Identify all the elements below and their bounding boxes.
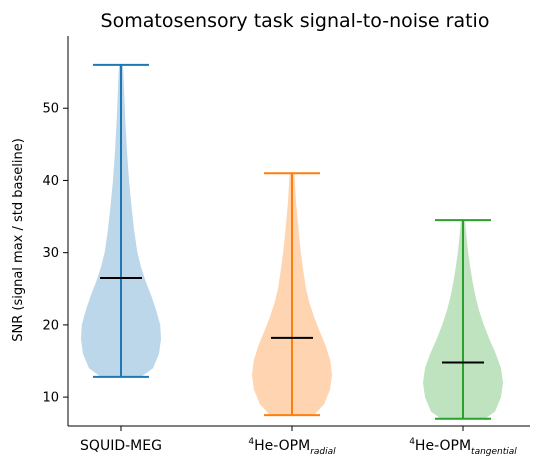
- x-tick-label-sup: 4: [248, 437, 254, 447]
- violins-layer: [81, 63, 503, 420]
- x-tick-label-base: He-OPM: [415, 438, 471, 454]
- x-tick-label: 4He-OPMradial: [248, 437, 336, 457]
- y-axis-label: SNR (signal max / std baseline): [11, 138, 26, 342]
- chart-title: Somatosensory task signal-to-noise ratio: [101, 10, 490, 32]
- axes: [67, 36, 530, 427]
- x-tick-label-base: SQUID-MEG: [80, 438, 162, 454]
- y-ticks: 10 20 30 40 50: [42, 102, 68, 406]
- x-tick-label: SQUID-MEG: [80, 438, 162, 454]
- y-tick-label: 30: [42, 246, 59, 261]
- x-tick-label-sup: 4: [409, 437, 415, 447]
- y-tick-label: 40: [42, 174, 59, 189]
- x-tick-label: 4He-OPMtangential: [409, 437, 517, 457]
- y-tick-label: 50: [42, 102, 59, 117]
- x-tick-label-sub: tangential: [471, 447, 517, 457]
- x-tick-label-base: He-OPM: [254, 438, 310, 454]
- y-tick-label: 10: [42, 391, 59, 406]
- y-tick-label: 20: [42, 318, 59, 333]
- x-tick-label-sub: radial: [310, 447, 336, 457]
